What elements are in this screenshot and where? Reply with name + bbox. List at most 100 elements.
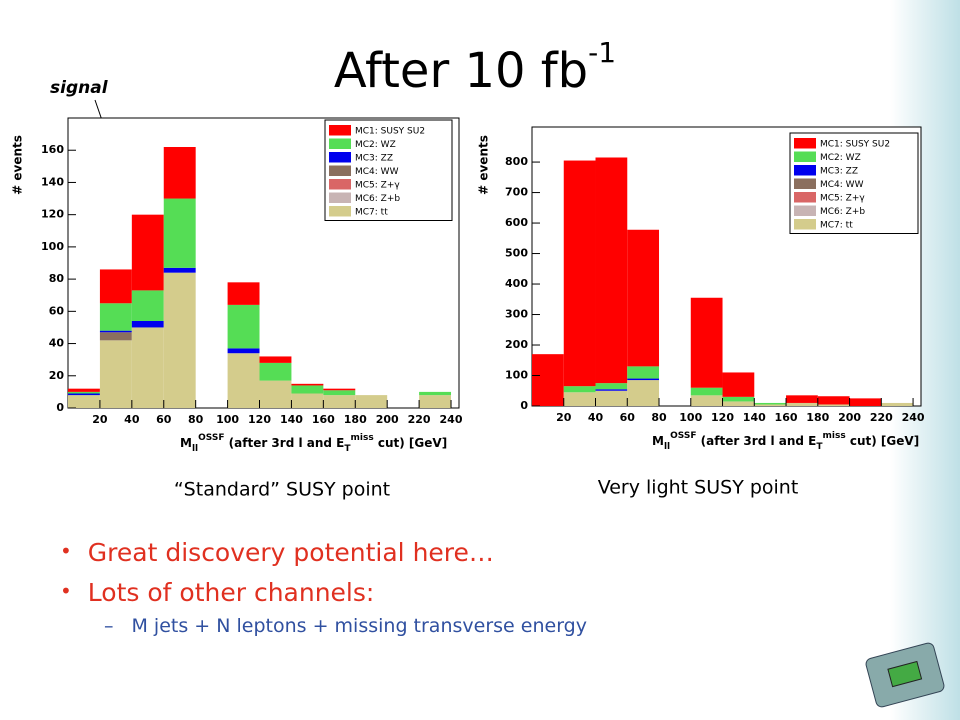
bar-segment: [627, 380, 660, 406]
x-tick-label: 40: [124, 413, 140, 426]
bar-segment: [99, 332, 132, 341]
bar-segment: [227, 353, 260, 408]
bar-segment: [532, 354, 564, 406]
x-axis-label-part: miss: [351, 433, 374, 443]
bar-segment: [690, 387, 723, 396]
title-sup: -1: [588, 36, 616, 69]
x-axis-label-part: T: [816, 442, 823, 452]
caption: “Standard” SUSY point: [174, 479, 390, 501]
bar-segment: [68, 395, 100, 408]
bar-segment: [754, 404, 787, 406]
y-tick-label: 40: [49, 337, 65, 350]
legend-label: MC1: SUSY SU2: [355, 126, 425, 136]
bar-segment: [627, 366, 660, 379]
bar-segment: [849, 398, 882, 406]
x-tick-label: 100: [216, 413, 239, 426]
bar-segment: [68, 393, 100, 396]
y-tick-label: 60: [49, 304, 65, 317]
bar-segment: [163, 267, 196, 273]
bar-segment: [323, 390, 356, 396]
legend-swatch: [794, 151, 816, 162]
bar-segment: [563, 392, 596, 406]
x-axis-label-part: cut) [GeV]: [374, 436, 447, 450]
legend-swatch: [794, 192, 816, 203]
y-tick-label: 300: [505, 308, 528, 321]
legend-swatch: [794, 138, 816, 149]
legend-swatch: [329, 165, 351, 176]
x-tick-label: 20: [92, 413, 108, 426]
bar-segment: [291, 393, 324, 408]
bar-segment: [68, 391, 100, 394]
bullet: Great discovery potential here…: [60, 532, 587, 572]
x-axis-label-part: ll: [192, 444, 198, 454]
bar-segment: [291, 383, 324, 386]
y-axis-label: # events: [11, 135, 25, 195]
x-tick-label: 60: [156, 413, 172, 426]
annotation: signal: [50, 78, 109, 98]
bar-segment: [595, 383, 628, 390]
x-tick-label: 220: [870, 411, 893, 424]
x-axis-label-part: ll: [664, 442, 670, 452]
bar-segment: [163, 147, 196, 199]
legend-swatch: [329, 206, 351, 217]
bar-segment: [227, 348, 260, 354]
bar-segment: [323, 388, 356, 391]
x-tick-label: 120: [248, 413, 271, 426]
legend-swatch: [329, 125, 351, 136]
legend-swatch: [794, 219, 816, 230]
legend-label: MC5: Z+γ: [820, 193, 865, 203]
bar-segment: [595, 389, 628, 391]
bar-segment: [817, 396, 850, 405]
x-tick-label: 80: [651, 411, 667, 424]
bar-segment: [131, 327, 164, 408]
y-tick-label: 80: [49, 272, 65, 285]
bar-segment: [68, 388, 100, 392]
x-axis-label: MllOSSF (after 3rd l and ETmiss cut) [Ge…: [652, 431, 919, 452]
y-tick-label: 500: [505, 247, 528, 260]
legend-label: MC4: WW: [355, 167, 399, 177]
x-axis-label-part: miss: [823, 431, 846, 441]
bar-segment: [690, 297, 723, 388]
bar-segment: [355, 395, 388, 408]
bar-segment: [595, 390, 628, 406]
bar-segment: [227, 304, 260, 349]
bar-segment: [131, 214, 164, 291]
bar-segment: [722, 372, 755, 397]
bar-segment: [99, 330, 132, 333]
x-tick-label: 120: [711, 411, 734, 424]
y-tick-label: 140: [41, 175, 64, 188]
y-tick-label: 0: [520, 399, 528, 412]
title-text: After 10 fb: [334, 43, 588, 99]
x-tick-label: 80: [188, 413, 204, 426]
x-tick-label: 180: [806, 411, 829, 424]
legend-label: MC3: ZZ: [355, 153, 393, 163]
legend-swatch: [329, 179, 351, 190]
x-tick-label: 200: [838, 411, 861, 424]
bar-segment: [163, 272, 196, 408]
x-axis-label-part: (after 3rd l and E: [696, 434, 816, 448]
x-tick-label: 100: [679, 411, 702, 424]
bullet-list: Great discovery potential here… Lots of …: [60, 532, 587, 640]
y-tick-label: 120: [41, 208, 64, 221]
bar-segment: [690, 395, 723, 406]
bar-segment: [563, 386, 596, 393]
x-axis-label-part: T: [344, 444, 351, 454]
x-axis-label-part: M: [652, 434, 664, 448]
x-tick-label: 160: [775, 411, 798, 424]
x-tick-label: 200: [376, 413, 399, 426]
y-tick-label: 100: [41, 240, 64, 253]
y-tick-label: 200: [505, 338, 528, 351]
legend-label: MC2: WZ: [820, 153, 861, 163]
bar-segment: [419, 391, 452, 396]
bar-segment: [419, 395, 452, 408]
y-tick-label: 400: [505, 277, 528, 290]
x-tick-label: 40: [588, 411, 604, 424]
bar-segment: [627, 229, 660, 367]
x-tick-label: 140: [743, 411, 766, 424]
legend-label: MC1: SUSY SU2: [820, 139, 890, 149]
x-tick-label: 60: [620, 411, 636, 424]
x-axis-label: MllOSSF (after 3rd l and ETmiss cut) [Ge…: [180, 433, 447, 454]
bar-segment: [754, 402, 787, 405]
x-axis-label-part: M: [180, 436, 192, 450]
